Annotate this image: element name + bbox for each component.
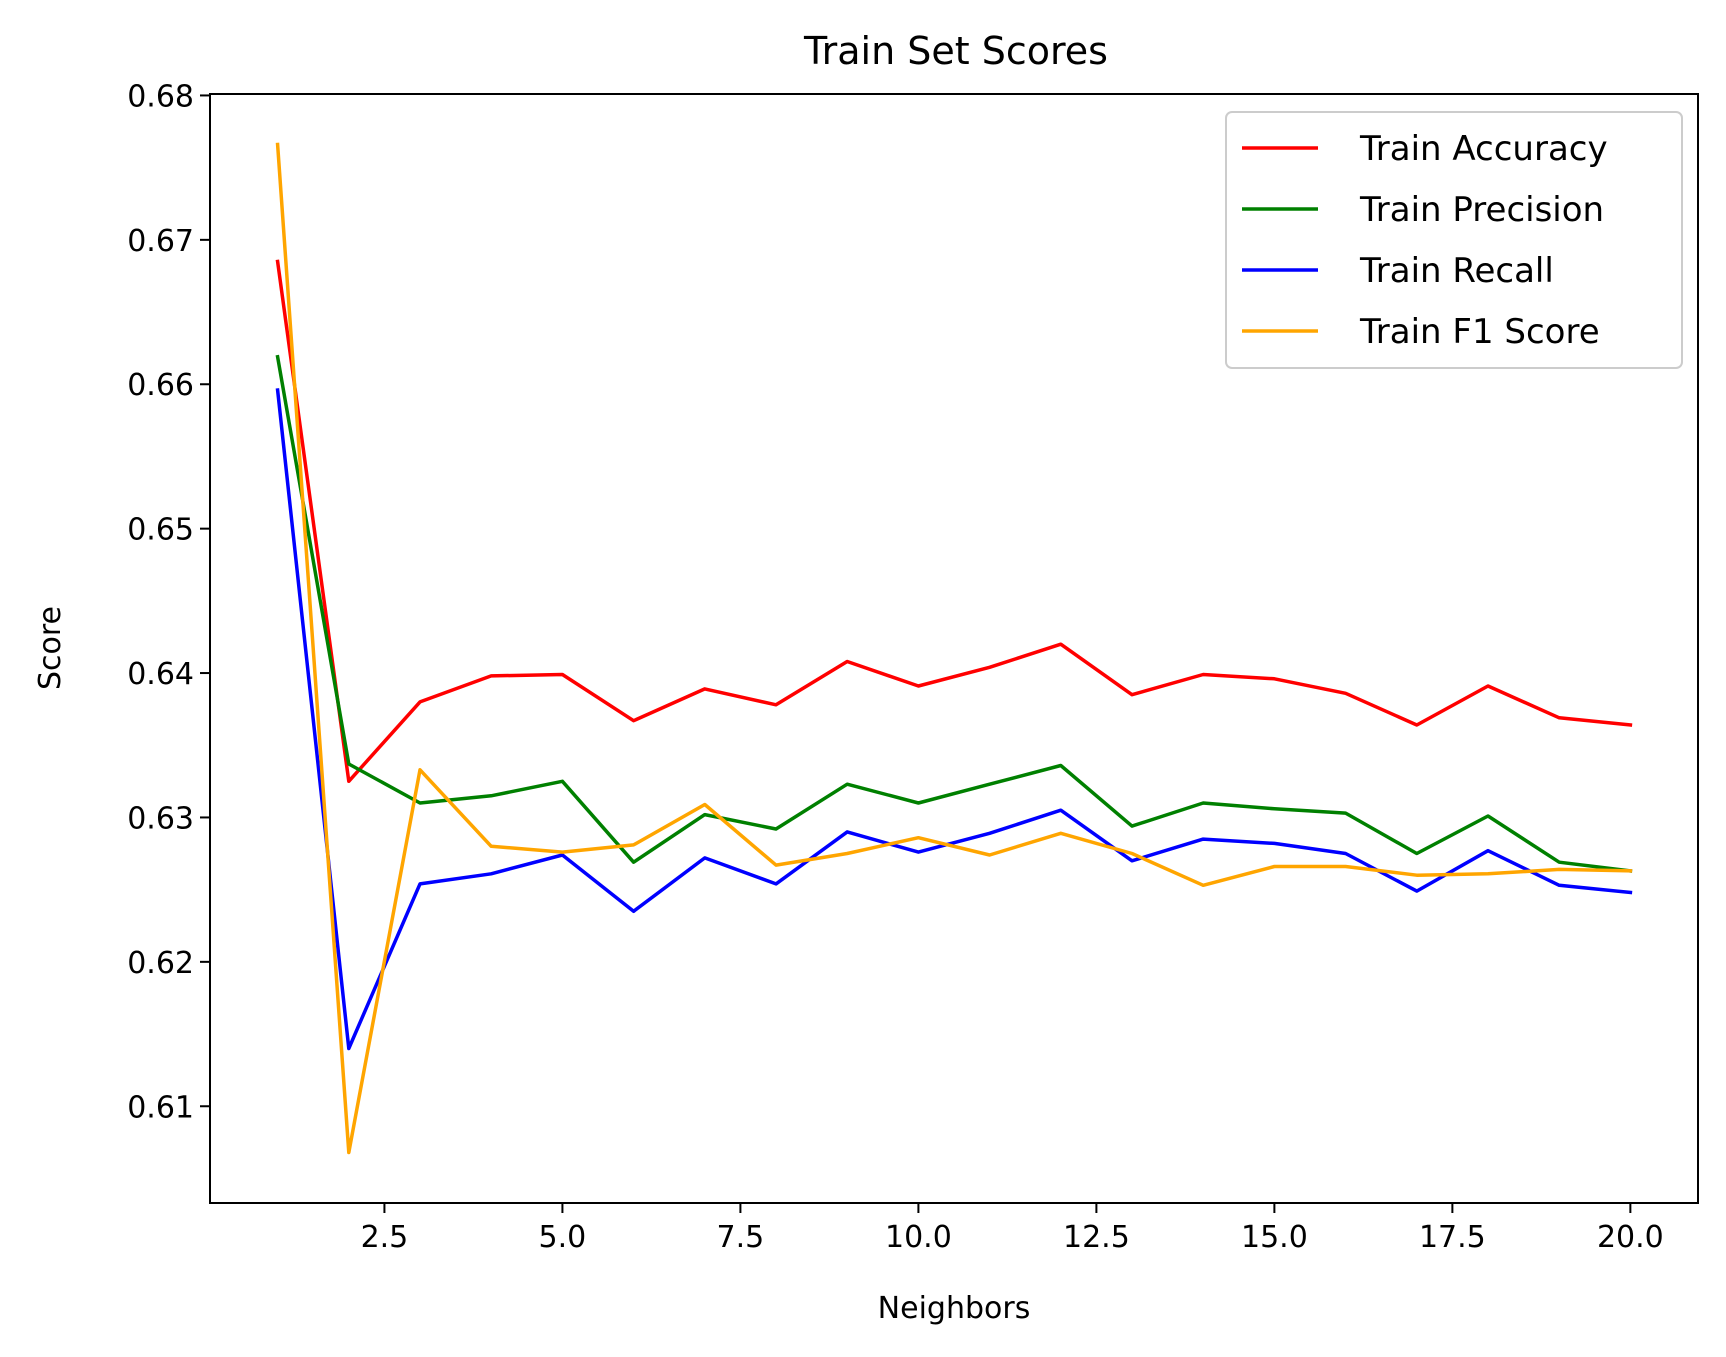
- legend-label: Train Accuracy: [1359, 129, 1608, 169]
- x-axis-title: Neighbors: [878, 1291, 1031, 1326]
- x-tick-label: 2.5: [361, 1220, 409, 1255]
- x-tick-label: 7.5: [717, 1220, 765, 1255]
- x-tick-label: 15.0: [1241, 1220, 1308, 1255]
- x-tick-label: 20.0: [1597, 1220, 1664, 1255]
- y-tick-label: 0.62: [127, 946, 194, 981]
- x-tick-label: 5.0: [539, 1220, 587, 1255]
- legend-label: Train Recall: [1359, 251, 1554, 291]
- series-line-train-f1-score: [275, 142, 1633, 1155]
- y-tick-label: 0.66: [127, 368, 194, 403]
- series-line-train-precision: [275, 354, 1633, 873]
- x-tick-label: 17.5: [1419, 1220, 1486, 1255]
- legend-box: [1225, 111, 1683, 369]
- legend-label: Train Precision: [1359, 190, 1604, 230]
- x-tick-label: 12.5: [1063, 1220, 1130, 1255]
- legend: Train Accuracy Train Precision Train Recal…: [1225, 111, 1683, 369]
- plot-frame: [209, 93, 1699, 1204]
- series-line-train-accuracy: [275, 259, 1633, 784]
- y-tick-label: 0.64: [127, 657, 194, 692]
- x-axis: 2.5 5.0 7.5 10.0 12.5 15.0 17.5 20.0: [361, 1203, 1664, 1255]
- y-tick-label: 0.65: [127, 513, 194, 548]
- chart-title: Train Set Scores: [803, 29, 1108, 73]
- y-tick-label: 0.68: [127, 79, 194, 114]
- y-tick-label: 0.61: [127, 1090, 194, 1125]
- y-tick-label: 0.63: [127, 801, 194, 836]
- y-tick-label: 0.67: [127, 224, 194, 259]
- series-line-train-recall: [275, 388, 1633, 1051]
- y-axis: 0.61 0.62 0.63 0.64 0.65 0.66 0.67 0.68: [127, 79, 210, 1125]
- legend-label: Train F1 Score: [1359, 312, 1600, 352]
- y-axis-title: Score: [33, 606, 68, 690]
- x-tick-label: 10.0: [885, 1220, 952, 1255]
- series-lines: [275, 142, 1633, 1155]
